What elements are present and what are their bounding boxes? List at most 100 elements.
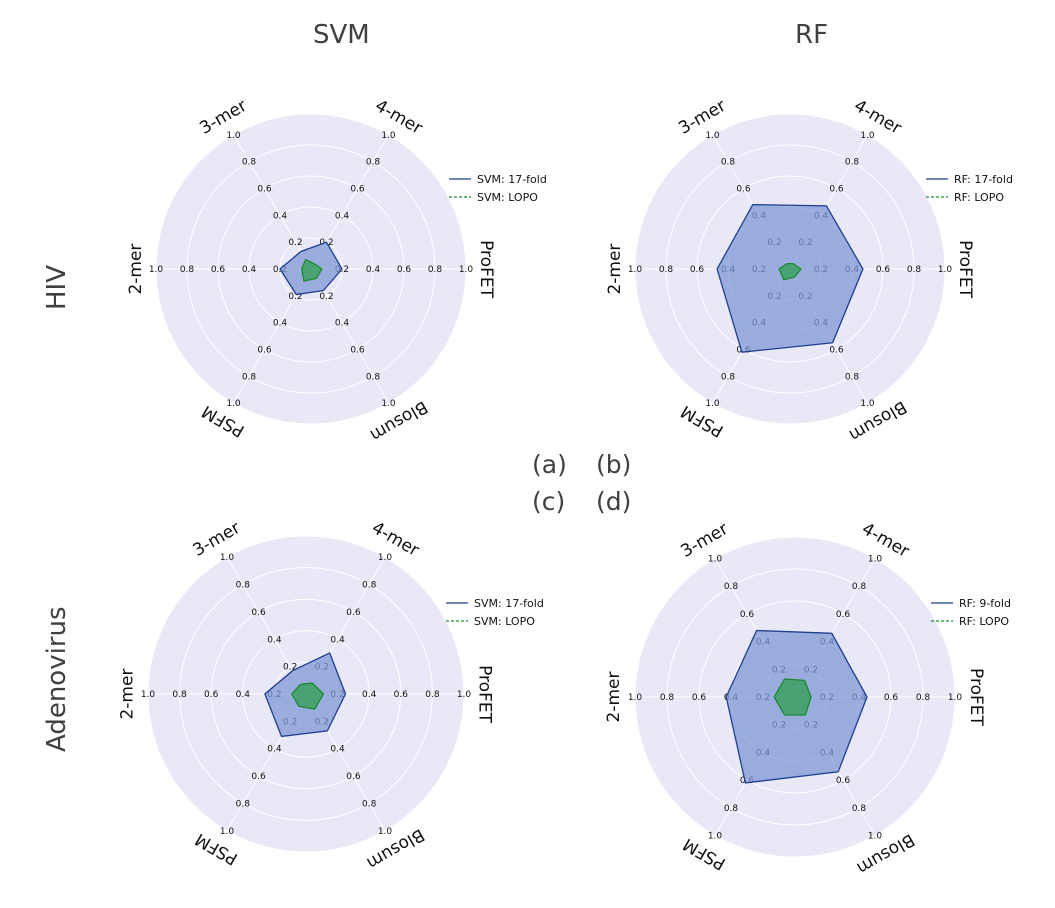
series-polygon-2 <box>291 682 325 710</box>
tick-label: 1.0 <box>457 690 472 700</box>
axis-label: ProFET <box>966 668 986 726</box>
tick-label: 0.6 <box>350 346 365 356</box>
axis-label: ProFET <box>475 665 495 723</box>
legend-label: SVM: 17-fold <box>477 173 547 186</box>
tick-label: 0.4 <box>273 319 288 329</box>
tick-label: 1.0 <box>708 554 723 564</box>
legend-label: RF: LOPO <box>954 191 1004 204</box>
tick-label: 0.8 <box>362 799 377 809</box>
tick-label: 1.0 <box>378 553 393 563</box>
tick-label: 1.0 <box>459 265 474 275</box>
tick-label: 1.0 <box>226 131 241 141</box>
column-title-svm: SVM <box>313 20 370 50</box>
axis-label: ProFET <box>476 240 496 298</box>
tick-label: 1.0 <box>381 399 396 409</box>
tick-label: 0.8 <box>428 265 443 275</box>
tick-label: 1.0 <box>381 131 396 141</box>
radar-panel-1: 0.2 0.4 0.6 0.8 1.0 0.2 0.4 0.6 0.8 1.0 0.2 0.4 0.6 0… <box>126 96 547 445</box>
grid-spoke <box>233 134 312 270</box>
axis-label: 2-mer <box>126 244 146 295</box>
tick-label: 0.6 <box>829 346 844 356</box>
tick-label: 1.0 <box>141 690 156 700</box>
tick-label: 0.2 <box>319 292 333 302</box>
tick-label: 0.8 <box>180 265 195 275</box>
tick-label: 0.6 <box>257 184 272 194</box>
tick-label: 1.0 <box>705 399 720 409</box>
radar-panel-4: 0.20.40.60.81.00.20.40.60.81.00.20.40.60… <box>604 519 1011 878</box>
legend-label: RF: 17-fold <box>954 173 1013 186</box>
tick-label: 1.0 <box>220 553 235 563</box>
tick-label: 0.8 <box>724 804 739 814</box>
tick-label: 1.0 <box>628 693 643 703</box>
tick-label: 0.4 <box>335 319 350 329</box>
tick-label: 0.4 <box>366 265 381 275</box>
tick-label: 0.8 <box>425 690 440 700</box>
tick-label: 0.6 <box>350 184 365 194</box>
tick-label: 0.6 <box>257 346 272 356</box>
series-polygon-2 <box>301 258 323 282</box>
tick-label: 0.4 <box>267 745 282 755</box>
tick-label: 1.0 <box>860 399 875 409</box>
tick-label: 1.0 <box>220 827 235 837</box>
axis-label: ProFET <box>955 240 975 298</box>
tick-label: 1.0 <box>938 265 953 275</box>
legend-label: RF: LOPO <box>959 615 1009 628</box>
tick-label: 1.0 <box>226 399 241 409</box>
tick-label: 0.8 <box>172 690 187 700</box>
tick-label: 0.8 <box>721 158 736 168</box>
tick-label: 0.6 <box>690 265 705 275</box>
tick-label: 0.8 <box>366 158 381 168</box>
tick-label: 0.8 <box>916 693 931 703</box>
panel-tag-c: (c) <box>532 487 566 516</box>
column-title-rf: RF <box>795 20 829 50</box>
tick-label: 1.0 <box>860 131 875 141</box>
legend-label: SVM: LOPO <box>477 191 538 204</box>
tick-label: 0.8 <box>660 693 675 703</box>
tick-label: 0.4 <box>267 635 282 645</box>
tick-label: 0.8 <box>242 372 257 382</box>
tick-label: 0.6 <box>884 693 899 703</box>
tick-label: 0.8 <box>236 581 251 591</box>
tick-label: 0.8 <box>852 804 867 814</box>
legend-label: RF: 9-fold <box>959 597 1011 610</box>
tick-label: 1.0 <box>378 827 393 837</box>
tick-label: 1.0 <box>705 131 720 141</box>
tick-label: 0.8 <box>907 265 922 275</box>
tick-label: 0.6 <box>876 265 891 275</box>
tick-label: 0.6 <box>204 690 219 700</box>
panel-tag-a: (a) <box>532 450 567 479</box>
tick-label: 0.4 <box>335 211 350 221</box>
tick-label: 0.6 <box>397 265 412 275</box>
tick-label: 0.8 <box>721 372 736 382</box>
tick-label: 0.6 <box>740 610 755 620</box>
tick-label: 0.2 <box>288 292 302 302</box>
tick-label: 0.6 <box>836 610 851 620</box>
series-polygon-2 <box>773 678 812 716</box>
grid-spoke <box>310 268 389 404</box>
tick-label: 0.6 <box>692 693 707 703</box>
axis-label: 2-mer <box>604 672 624 723</box>
tick-label: 1.0 <box>149 265 164 275</box>
tick-label: 0.8 <box>242 158 257 168</box>
radar-panel-3: 0.20.40.60.81.00.20.40.60.81.00.20.40.60… <box>118 518 544 873</box>
axis-label: 2-mer <box>605 244 625 295</box>
panel-tag-d: (d) <box>596 487 632 516</box>
tick-label: 0.4 <box>273 211 288 221</box>
tick-label: 0.4 <box>330 635 345 645</box>
tick-label: 0.8 <box>724 582 739 592</box>
tick-label: 0.8 <box>845 372 860 382</box>
tick-label: 0.6 <box>346 608 361 618</box>
tick-label: 0.8 <box>659 265 674 275</box>
tick-label: 0.6 <box>251 772 266 782</box>
tick-label: 0.8 <box>362 581 377 591</box>
tick-label: 0.4 <box>330 745 345 755</box>
tick-label: 0.6 <box>346 772 361 782</box>
tick-label: 0.6 <box>251 608 266 618</box>
panel-tag-b: (b) <box>596 450 632 479</box>
tick-label: 0.2 <box>283 663 297 673</box>
series-polygon-2 <box>778 262 802 281</box>
tick-label: 0.6 <box>836 776 851 786</box>
legend-label: SVM: LOPO <box>474 615 535 628</box>
